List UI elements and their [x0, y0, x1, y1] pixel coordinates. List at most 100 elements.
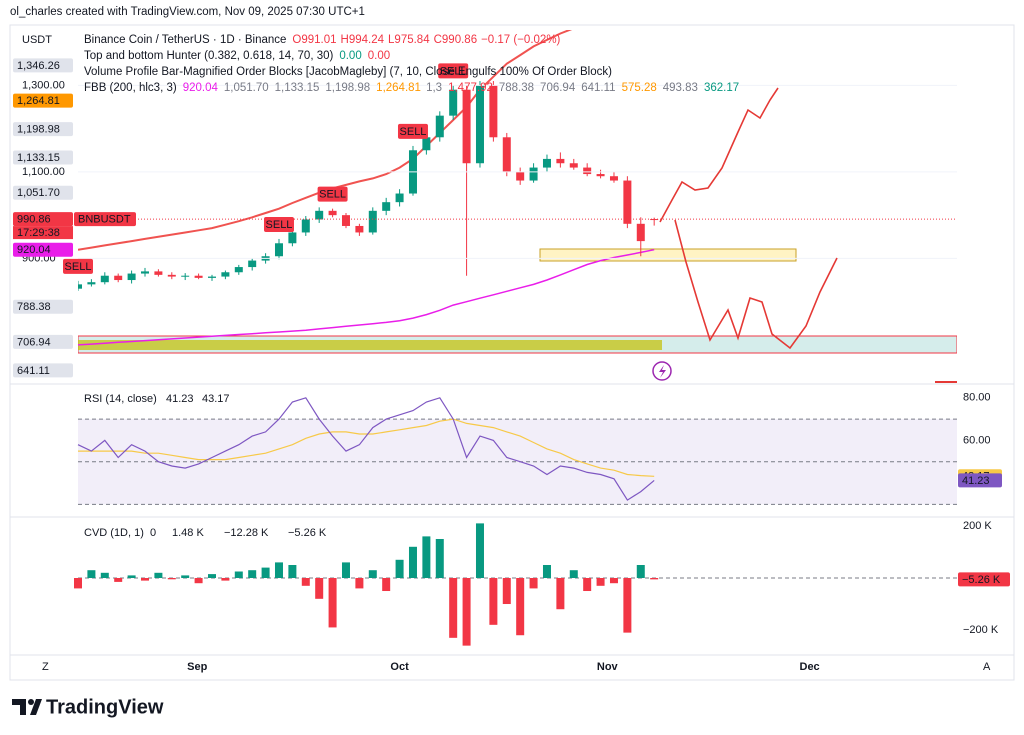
- price-panel: 900.001,100.001,300.00SELLSELLSELLSELLSE…: [13, 30, 957, 378]
- candle-body: [569, 163, 578, 168]
- value-tag: [13, 363, 73, 378]
- symbol-tag-label: BNBUSDT: [78, 214, 131, 226]
- credit: ol_charles created with TradingView.com,…: [10, 6, 365, 18]
- logo-mark: [28, 699, 34, 705]
- cvd-bar: [636, 565, 645, 579]
- cvd-bar: [475, 523, 484, 579]
- rsi-line: [78, 418, 655, 477]
- value-tag: [958, 572, 1010, 587]
- indicator-value: 920.04: [183, 82, 219, 94]
- candle-body: [382, 202, 391, 211]
- cvd-bar: [435, 538, 444, 579]
- sell-signal-label: SELL: [319, 189, 346, 201]
- indicator-value: 641.11: [581, 82, 615, 94]
- y-tick-label: 60.00: [963, 434, 991, 446]
- symbol: Binance Coin / TetherUS · 1D · Binance: [84, 34, 286, 46]
- value-tag-label: −5.26 K: [962, 574, 1001, 586]
- indicator-value: 1,264.81: [376, 82, 420, 94]
- panel-value: 0: [150, 527, 156, 539]
- candle-body: [395, 193, 404, 203]
- panel-value: 1.48 K: [172, 527, 204, 539]
- event-icon-bolt: [659, 365, 666, 378]
- symbol-tag: [74, 212, 136, 227]
- auto-scale-button[interactable]: A: [983, 661, 991, 673]
- cvd-bar: [569, 570, 578, 579]
- cvd-bar: [583, 578, 592, 592]
- time-zone-button[interactable]: Z: [42, 661, 49, 673]
- logo: TradingView: [46, 696, 164, 718]
- value-tag-label: 920.04: [17, 244, 51, 256]
- indicator-value: 1,051.70: [224, 82, 269, 94]
- candle-body: [475, 85, 484, 164]
- candle-body: [516, 171, 525, 181]
- sell-signal: [63, 258, 93, 274]
- indicator-value: 0.00: [368, 50, 390, 62]
- cvd-bar: [127, 575, 136, 579]
- y-tick-label: −200 K: [963, 624, 999, 636]
- legend-line: Top and bottom Hunter (0.382, 0.618, 14,…: [84, 50, 390, 62]
- axis-unit: USDT: [22, 34, 52, 46]
- value-tag: [13, 185, 73, 200]
- indicator-value: 575.28: [622, 82, 657, 94]
- indicator: FBB (200, hlc3, 3): [84, 82, 177, 94]
- value-tag-label: 1,133.15: [17, 152, 60, 164]
- candle-body: [78, 284, 82, 289]
- cvd-bar: [154, 572, 163, 579]
- candle-body: [100, 275, 109, 283]
- plot-area: [78, 30, 659, 346]
- band-line: [78, 248, 655, 346]
- x-tick-label: Oct: [390, 661, 409, 673]
- panel-value: 43.17: [202, 393, 230, 405]
- value-tag: [13, 122, 73, 137]
- candle-body: [140, 271, 149, 274]
- cvd-bar: [502, 578, 511, 605]
- cvd-bar: [650, 578, 659, 580]
- x-tick-label: Nov: [597, 661, 619, 673]
- rsi-band: [78, 419, 957, 505]
- panel-value: −12.28 K: [224, 527, 269, 539]
- cvd-bar: [140, 578, 149, 581]
- change: −0.17 (−0.02%): [481, 34, 560, 46]
- cvd-panel: 200 K −200 K CVD (1D, 1) 0 1.48 K −12.28 K −5.…: [74, 520, 1010, 646]
- value-tag-label: 641.11: [17, 365, 50, 377]
- rsi-line: [77, 397, 655, 501]
- cvd-bar: [301, 578, 310, 586]
- cvd-bar: [355, 578, 364, 589]
- ohlc: H994.24: [341, 34, 385, 46]
- candle-body: [462, 89, 471, 164]
- value-tag-label: 1,264.81: [17, 95, 60, 107]
- cvd-bar: [87, 570, 96, 579]
- panel-title: CVD (1D, 1): [84, 527, 144, 539]
- indicator-value: 1,198.98: [325, 82, 370, 94]
- cvd-bar: [408, 546, 417, 579]
- cvd-bar: [529, 578, 538, 589]
- cvd-bar: [516, 578, 525, 636]
- cvd-bar: [422, 536, 431, 579]
- value-tag-label: 1,051.70: [17, 187, 60, 199]
- value-tag: [13, 212, 73, 227]
- cvd-bar: [462, 578, 471, 646]
- y-tick-label: 1,100.00: [22, 166, 65, 178]
- cvd-bar: [368, 570, 377, 579]
- candle-body: [502, 137, 511, 172]
- frame: [9, 24, 1015, 681]
- candle-body: [194, 275, 203, 278]
- legend-line: Volume Profile Bar-Magnified Order Block…: [84, 66, 612, 78]
- candle-body: [542, 158, 551, 168]
- cvd-bar: [181, 575, 190, 579]
- candle-body: [489, 85, 498, 138]
- value-tag-label: 990.86: [17, 214, 51, 226]
- cvd-bar: [556, 578, 565, 610]
- x-tick-label: Dec: [800, 661, 820, 673]
- band-line: [78, 30, 573, 251]
- cvd-bar: [315, 578, 324, 599]
- candle-body: [596, 174, 605, 177]
- cvd-bar: [207, 574, 216, 579]
- cvd-bar: [114, 578, 123, 582]
- indicator-value: 493.83: [663, 82, 698, 94]
- cvd-bar: [542, 565, 551, 579]
- candle-body: [449, 89, 458, 116]
- countdown: 17:29:38: [17, 227, 60, 239]
- sell-signal-label: SELL: [400, 126, 427, 138]
